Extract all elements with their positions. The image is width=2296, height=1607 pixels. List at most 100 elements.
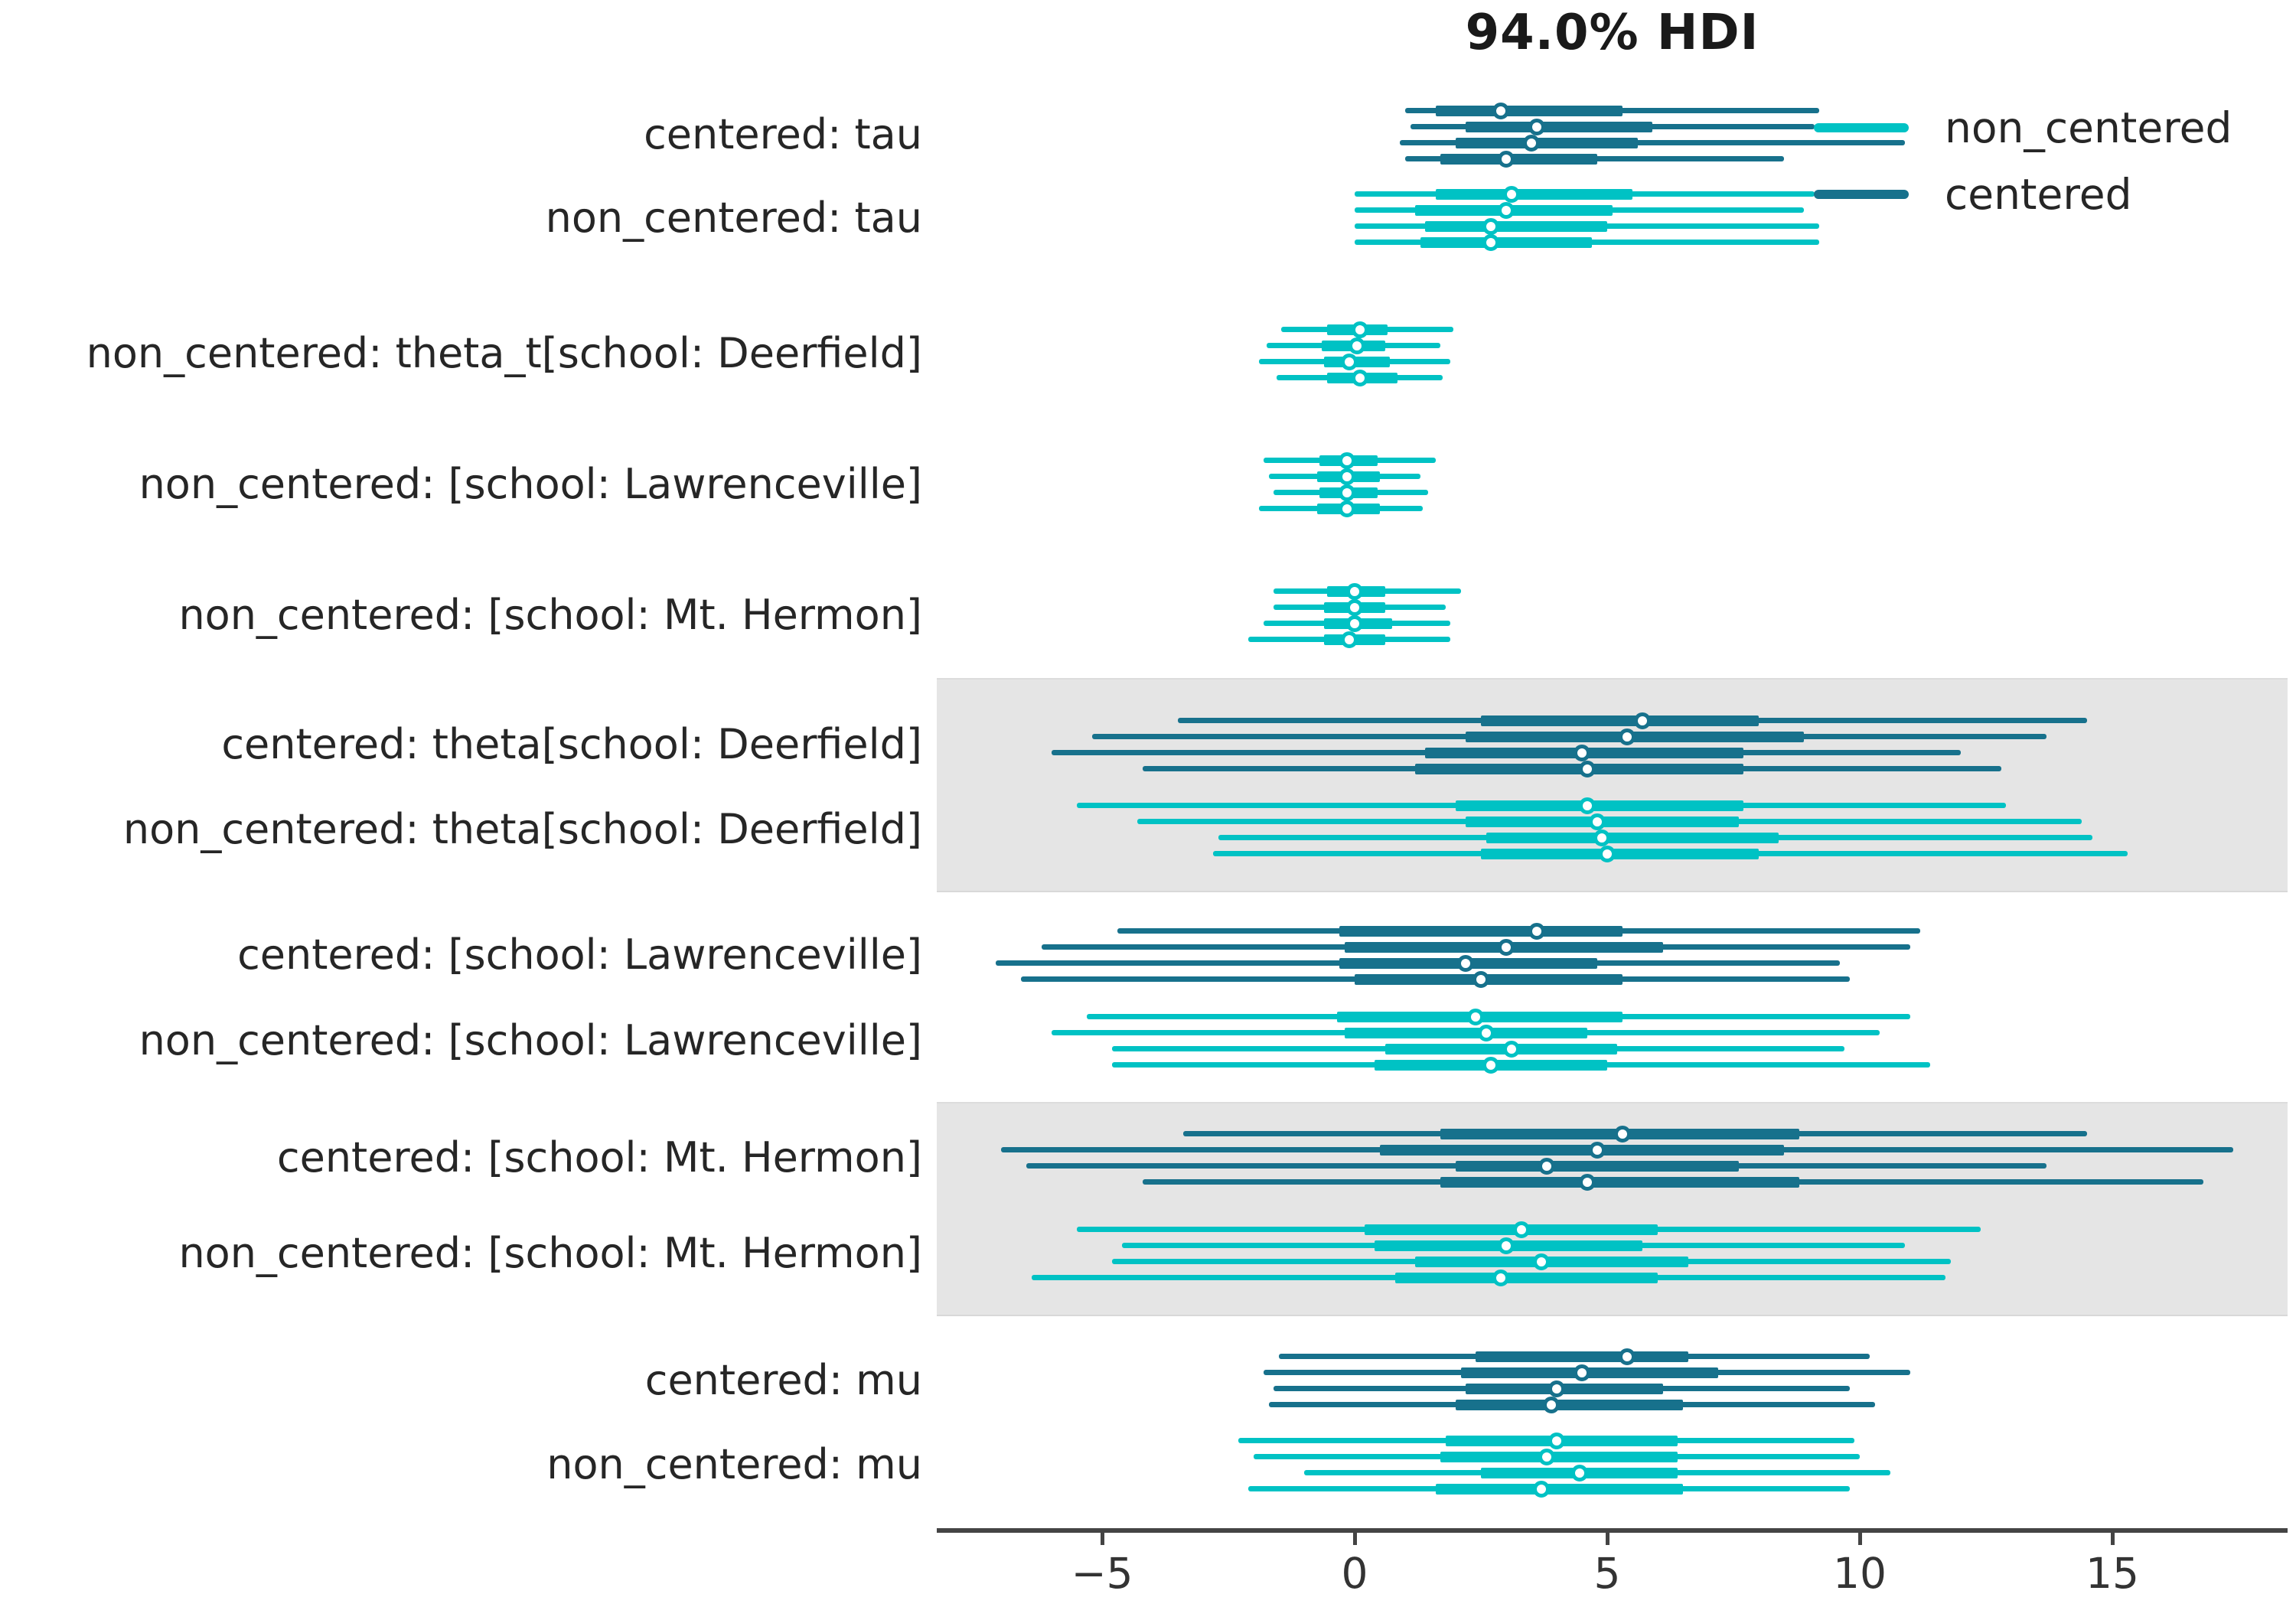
- iqr-bar: [1466, 121, 1653, 132]
- median-marker: [1533, 1253, 1551, 1270]
- iqr-bar: [1435, 188, 1632, 200]
- median-marker: [1351, 321, 1368, 338]
- plot-title: 94.0% HDI: [1465, 5, 1760, 61]
- row-label: centered: [school: Lawrenceville]: [237, 931, 922, 979]
- median-marker: [1473, 970, 1489, 988]
- legend-label-centered: centered: [1945, 170, 2132, 219]
- iqr-bar: [1456, 1399, 1683, 1410]
- median-marker: [1578, 1173, 1596, 1191]
- iqr-bar: [1456, 1160, 1739, 1172]
- legend-line-non-centered: [1814, 123, 1909, 132]
- median-marker: [1523, 134, 1540, 152]
- median-marker: [1533, 1480, 1551, 1498]
- iqr-bar: [1344, 1027, 1587, 1038]
- iqr-bar: [1420, 236, 1593, 248]
- iqr-bar: [1425, 220, 1607, 232]
- row-label: non_centered: [school: Mt. Hermon]: [178, 591, 922, 639]
- median-marker: [1593, 829, 1611, 846]
- median-marker: [1477, 1024, 1495, 1041]
- iqr-bar: [1365, 1224, 1658, 1235]
- iqr-bar: [1440, 153, 1597, 165]
- median-marker: [1339, 500, 1356, 517]
- x-tick-label: −5: [1071, 1549, 1133, 1598]
- median-marker: [1498, 150, 1515, 168]
- iqr-bar: [1394, 1272, 1658, 1283]
- iqr-bar: [1435, 105, 1623, 116]
- iqr-bar: [1339, 925, 1623, 937]
- median-marker: [1548, 1432, 1565, 1449]
- legend-label-non-centered: non_centered: [1945, 103, 2232, 152]
- median-marker: [1498, 938, 1515, 956]
- x-tick-label: 5: [1593, 1549, 1621, 1598]
- x-tick-label: 10: [1833, 1549, 1887, 1598]
- median-marker: [1498, 1237, 1515, 1254]
- median-marker: [1349, 337, 1366, 354]
- row-label: non_centered: [school: Lawrenceville]: [139, 460, 922, 508]
- median-marker: [1346, 582, 1363, 600]
- iqr-bar: [1456, 137, 1638, 148]
- median-marker: [1528, 922, 1545, 940]
- iqr-bar: [1481, 848, 1759, 859]
- legend-item-centered: centered: [1814, 168, 2132, 221]
- iqr-bar: [1384, 1043, 1618, 1054]
- row-label: non_centered: mu: [546, 1440, 922, 1488]
- row-label: non_centered: [school: Mt. Hermon]: [178, 1229, 922, 1277]
- row-label: centered: [school: Mt. Hermon]: [276, 1133, 922, 1182]
- median-marker: [1341, 631, 1358, 648]
- median-marker: [1467, 1008, 1485, 1025]
- x-tick-label: 0: [1341, 1549, 1368, 1598]
- iqr-bar: [1481, 715, 1759, 726]
- median-marker: [1574, 744, 1590, 761]
- x-tick: [2110, 1533, 2115, 1545]
- median-marker: [1512, 1221, 1530, 1238]
- iqr-bar: [1440, 1176, 1799, 1188]
- row-label: non_centered: theta_t[school: Deerfield]: [86, 329, 922, 377]
- median-marker: [1538, 1448, 1555, 1465]
- median-marker: [1482, 233, 1500, 251]
- iqr-bar: [1476, 1351, 1688, 1362]
- median-marker: [1613, 1125, 1631, 1143]
- row-label: non_centered: tau: [545, 194, 922, 242]
- median-marker: [1538, 1157, 1555, 1175]
- median-marker: [1502, 185, 1520, 203]
- median-marker: [1574, 1364, 1590, 1381]
- median-marker: [1619, 1348, 1636, 1365]
- median-marker: [1492, 1269, 1510, 1286]
- iqr-bar: [1440, 1451, 1678, 1462]
- median-marker: [1548, 1380, 1565, 1397]
- median-marker: [1528, 118, 1545, 135]
- iqr-bar: [1486, 832, 1779, 843]
- median-marker: [1498, 201, 1515, 219]
- x-tick: [1605, 1533, 1609, 1545]
- hdi-line: [1400, 140, 1906, 145]
- iqr-bar: [1435, 1483, 1683, 1495]
- median-marker: [1502, 1040, 1520, 1058]
- row-label: centered: tau: [644, 110, 922, 158]
- x-tick-label: 15: [2086, 1549, 2139, 1598]
- median-marker: [1346, 614, 1363, 632]
- median-marker: [1578, 760, 1596, 777]
- median-marker: [1570, 1464, 1588, 1482]
- iqr-bar: [1456, 800, 1744, 811]
- x-axis-line: [937, 1528, 2288, 1533]
- median-marker: [1351, 369, 1368, 386]
- iqr-bar: [1380, 1144, 1784, 1156]
- median-marker: [1457, 954, 1475, 972]
- legend-item-non-centered: non_centered: [1814, 101, 2232, 155]
- median-marker: [1588, 813, 1606, 830]
- median-marker: [1482, 217, 1500, 235]
- median-marker: [1543, 1396, 1561, 1413]
- median-marker: [1482, 1056, 1500, 1074]
- median-marker: [1492, 102, 1510, 119]
- median-marker: [1339, 484, 1356, 501]
- median-marker: [1599, 845, 1616, 862]
- median-marker: [1339, 451, 1356, 469]
- median-marker: [1634, 712, 1652, 729]
- median-marker: [1339, 468, 1356, 485]
- median-marker: [1588, 1141, 1606, 1159]
- row-label: centered: theta[school: Deerfield]: [221, 720, 922, 768]
- x-tick: [1100, 1533, 1104, 1545]
- median-marker: [1619, 728, 1636, 745]
- median-marker: [1346, 598, 1363, 616]
